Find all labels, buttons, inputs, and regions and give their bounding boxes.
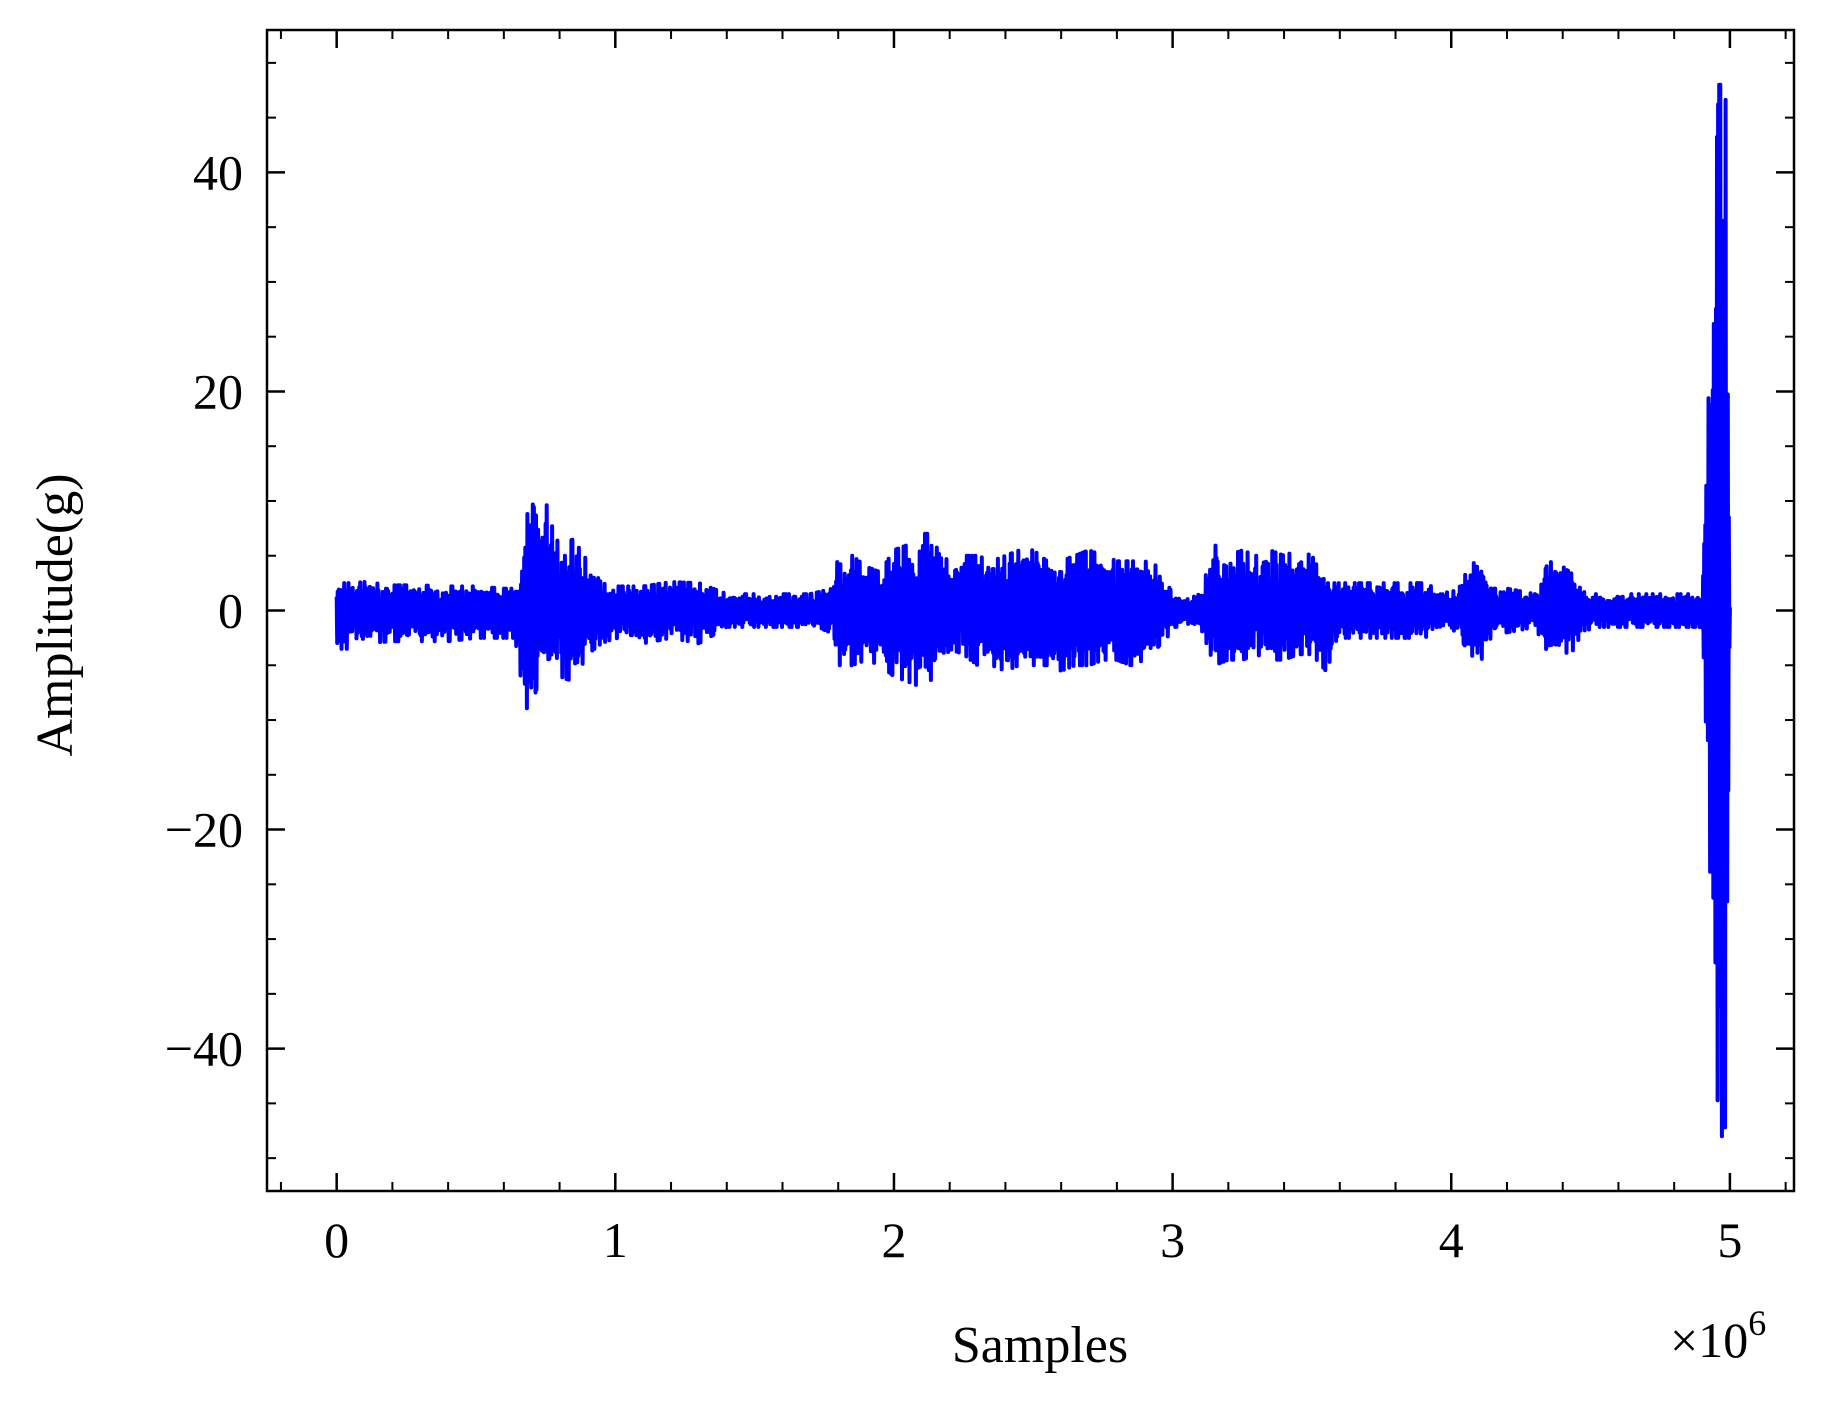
- plot-area: [334, 82, 1732, 1139]
- axes: 0 1 2 3 4 5 40 20 0 −20 −40: [165, 28, 1796, 1268]
- y-tick-label: 20: [193, 363, 243, 419]
- y-tick-label: −40: [165, 1021, 243, 1077]
- y-axis-label: Amplitude(g): [27, 473, 84, 756]
- x-scale-factor-base: ×10: [1670, 1312, 1748, 1368]
- x-tick-label: 4: [1439, 1212, 1464, 1268]
- x-tick-label: 0: [324, 1212, 349, 1268]
- x-axis-label: Samples: [952, 1317, 1128, 1374]
- x-scale-factor-exponent: 6: [1748, 1303, 1766, 1343]
- signal-line: [334, 82, 1732, 1139]
- x-tick-label: 2: [881, 1212, 906, 1268]
- y-tick-label: 40: [193, 144, 243, 200]
- x-scale-factor: ×106: [1670, 1303, 1766, 1368]
- x-tick-label: 5: [1717, 1212, 1742, 1268]
- x-tick-label: 3: [1160, 1212, 1185, 1268]
- y-tick-label: −20: [165, 802, 243, 858]
- y-tick-label: 0: [218, 583, 243, 639]
- x-tick-label: 1: [603, 1212, 628, 1268]
